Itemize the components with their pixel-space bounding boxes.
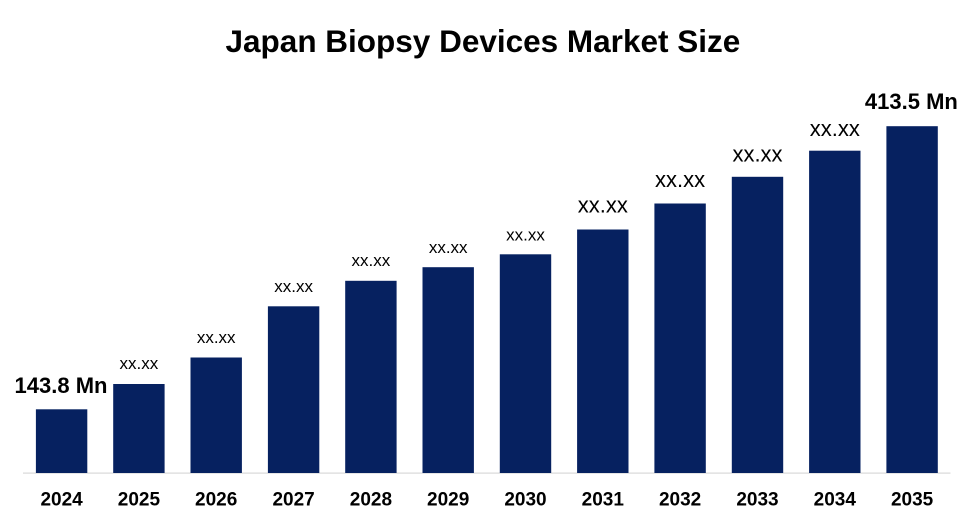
- svg-text:2026: 2026: [195, 490, 237, 511]
- svg-text:143.8 Mn: 143.8 Mn: [15, 373, 108, 398]
- svg-text:Japan Biopsy Devices Market Si: Japan Biopsy Devices Market Size: [226, 23, 741, 59]
- svg-text:xx.xx: xx.xx: [732, 142, 782, 167]
- svg-text:2033: 2033: [736, 490, 778, 511]
- svg-text:2028: 2028: [350, 490, 392, 511]
- svg-text:2024: 2024: [40, 490, 83, 511]
- svg-text:xx.xx: xx.xx: [506, 225, 545, 244]
- svg-text:2029: 2029: [427, 490, 469, 511]
- svg-text:2030: 2030: [504, 490, 546, 511]
- svg-text:xx.xx: xx.xx: [352, 251, 391, 270]
- svg-text:xx.xx: xx.xx: [655, 167, 705, 192]
- svg-text:xx.xx: xx.xx: [197, 328, 236, 347]
- svg-text:2032: 2032: [659, 490, 701, 511]
- svg-text:xx.xx: xx.xx: [810, 116, 860, 141]
- svg-text:xx.xx: xx.xx: [120, 354, 159, 373]
- svg-text:2035: 2035: [891, 490, 934, 511]
- svg-text:2031: 2031: [582, 490, 625, 511]
- svg-text:2034: 2034: [814, 490, 857, 511]
- svg-text:xx.xx: xx.xx: [274, 277, 313, 296]
- svg-text:xx.xx: xx.xx: [578, 192, 628, 217]
- svg-text:413.5 Mn: 413.5 Mn: [865, 89, 958, 114]
- svg-text:2025: 2025: [118, 490, 161, 511]
- svg-text:2027: 2027: [272, 490, 314, 511]
- svg-text:xx.xx: xx.xx: [429, 238, 468, 257]
